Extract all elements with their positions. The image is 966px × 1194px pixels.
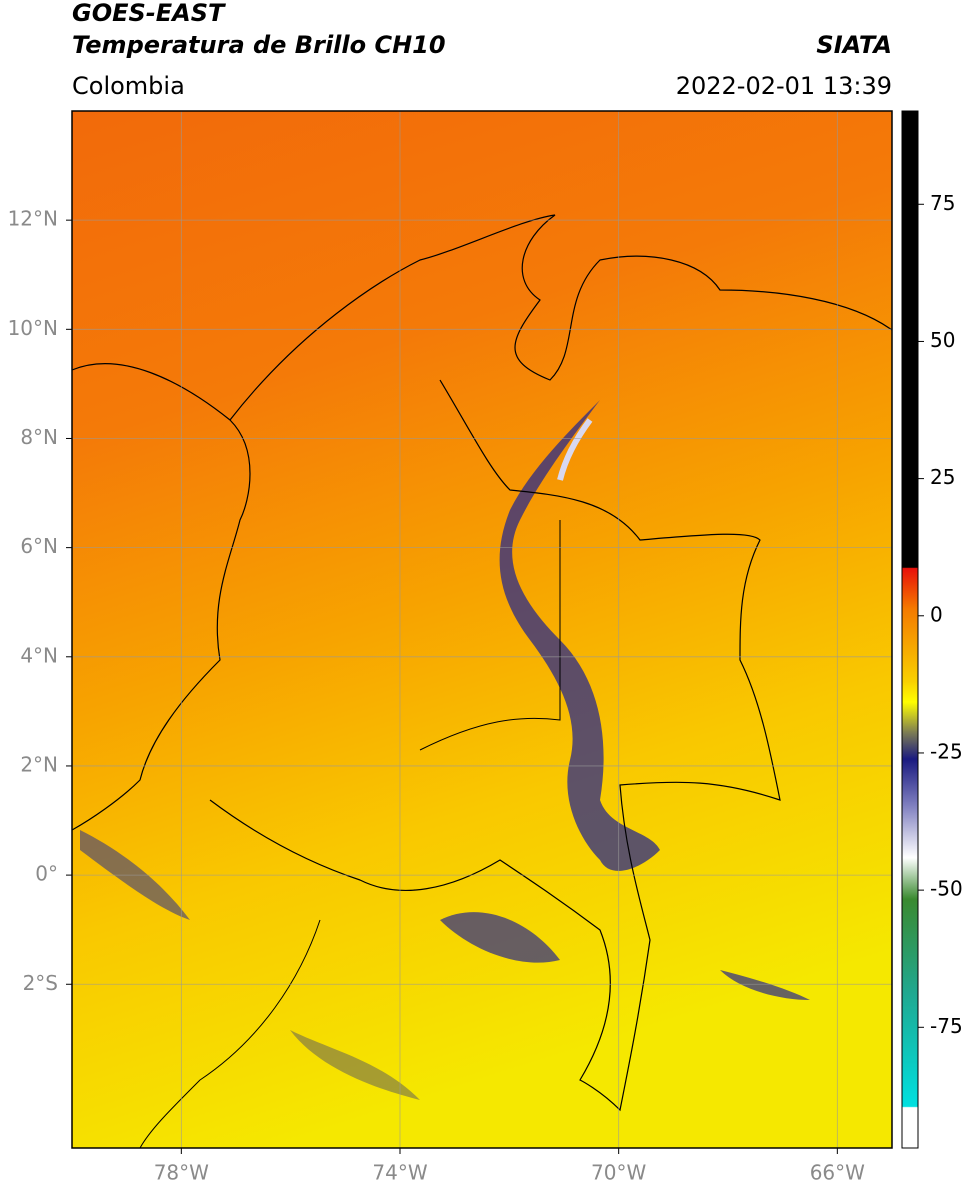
colorbar-tick-label: -75	[930, 1014, 963, 1038]
x-tick-label: 78°W	[154, 1161, 209, 1185]
y-tick-label: 2°N	[20, 752, 58, 776]
colorbar-tick-label: 0	[930, 602, 943, 626]
colorbar	[901, 110, 919, 1149]
satellite-image	[72, 111, 892, 1148]
colorbar-tick-label: -25	[930, 739, 963, 763]
colorbar-tick-label: 25	[930, 465, 955, 489]
subtitle: Temperatura de Brillo CH10	[72, 31, 446, 59]
y-tick-label: 4°N	[20, 643, 58, 667]
x-tick-label: 70°W	[591, 1161, 646, 1185]
colorbar-tick-label: -50	[930, 877, 963, 901]
grid	[72, 111, 892, 1148]
map-frame	[71, 110, 893, 1149]
region: Colombia	[72, 72, 185, 100]
source: SIATA	[816, 31, 892, 59]
y-tick-label: 8°N	[20, 425, 58, 449]
title: GOES-EAST	[72, 0, 226, 27]
x-tick-label: 66°W	[810, 1161, 865, 1185]
datetime: 2022-02-01 13:39	[676, 72, 892, 100]
colorbar-tick-label: 75	[930, 191, 955, 215]
y-tick-label: 12°N	[8, 207, 58, 231]
colorbar-tick-label: 50	[930, 328, 955, 352]
x-tick-label: 74°W	[372, 1161, 427, 1185]
y-tick-label: 10°N	[8, 316, 58, 340]
y-tick-label: 0°	[35, 862, 58, 886]
y-tick-label: 2°S	[23, 971, 58, 995]
y-tick-label: 6°N	[20, 534, 58, 558]
